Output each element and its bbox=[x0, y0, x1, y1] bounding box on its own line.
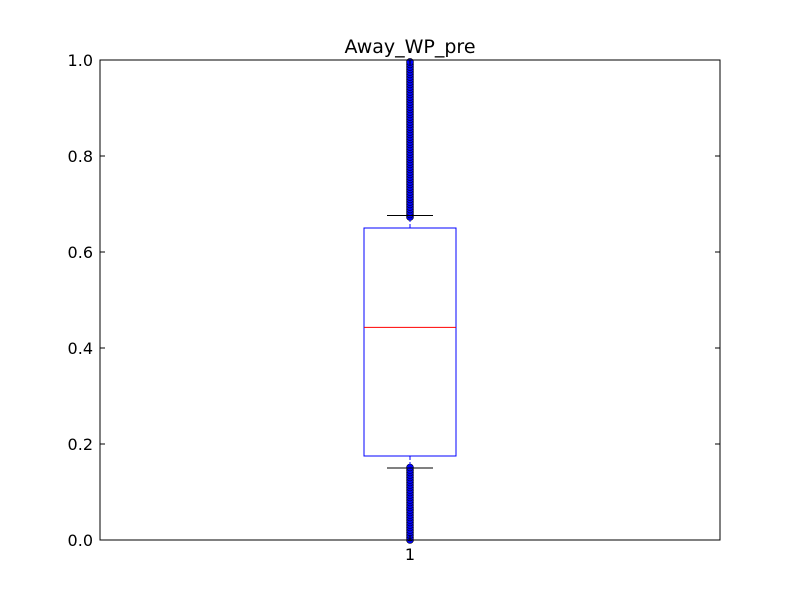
y-tick-label: 0.6 bbox=[68, 243, 93, 262]
y-tick-label: 0.4 bbox=[68, 339, 93, 358]
y-tick-label: 1.0 bbox=[68, 51, 93, 70]
chart-title: Away_WP_pre bbox=[344, 36, 475, 58]
y-tick-label: 0.8 bbox=[68, 147, 93, 166]
y-tick-label: 0.0 bbox=[68, 531, 93, 550]
outlier-markers bbox=[406, 58, 414, 544]
y-tick-label: 0.2 bbox=[68, 435, 93, 454]
x-tick-label: 1 bbox=[405, 545, 415, 564]
interquartile-box bbox=[363, 227, 457, 457]
y-axis: 0.0 0.2 0.4 0.6 0.8 1.0 bbox=[68, 51, 720, 550]
box-group bbox=[363, 215, 457, 469]
x-axis: 1 bbox=[405, 60, 415, 564]
